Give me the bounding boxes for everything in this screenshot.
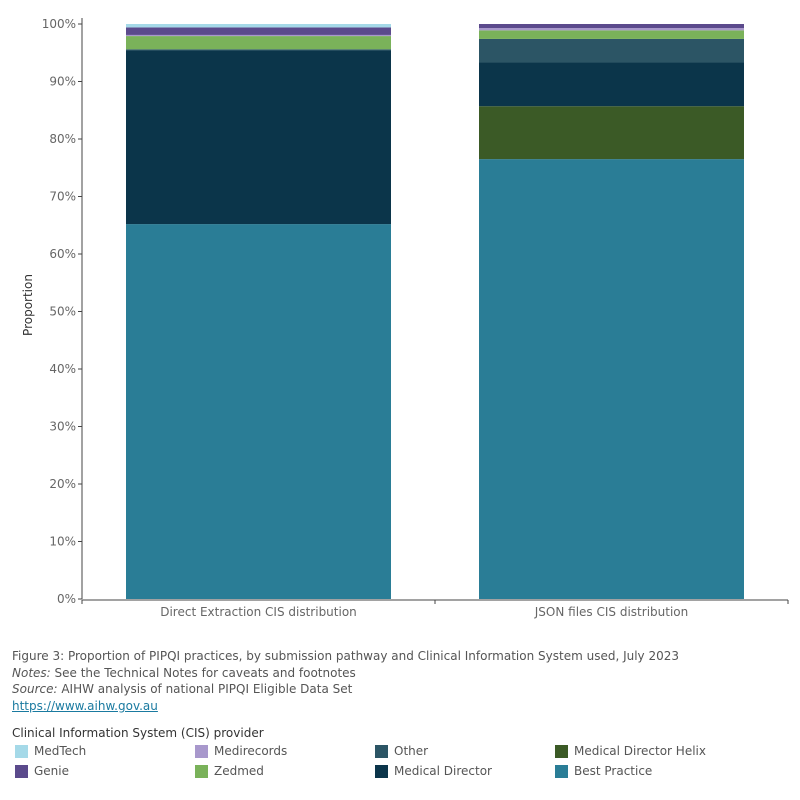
bars <box>126 24 744 599</box>
bar-segment-medical-director <box>479 62 744 107</box>
legend-swatch <box>375 764 388 778</box>
legend-swatch <box>15 764 28 778</box>
bar-segment-medical-director <box>126 50 391 225</box>
legend-swatch <box>555 744 568 758</box>
y-tick-label: 90% <box>49 75 76 89</box>
legend-label: Medical Director Helix <box>574 744 706 758</box>
bar-segment-zedmed <box>126 36 391 50</box>
legend-item-medtech[interactable]: MedTech <box>15 744 86 758</box>
x-tick-label: Direct Extraction CIS distribution <box>160 605 357 619</box>
legend-swatch <box>15 744 28 758</box>
y-tick-label: 40% <box>49 362 76 376</box>
legend-item-zedmed[interactable]: Zedmed <box>195 764 264 778</box>
bar-segment-medirecords <box>126 34 391 37</box>
legend-item-other[interactable]: Other <box>375 744 428 758</box>
y-tick-label: 80% <box>49 132 76 146</box>
y-tick-label: 50% <box>49 305 76 319</box>
legend-swatch <box>555 764 568 778</box>
legend-item-medical-director[interactable]: Medical Director <box>375 764 492 778</box>
stacked-bar-chart: 0% 10% 20% 30% 40% 50% 60% 70% 80% 90% 100% Direct… <box>21 17 789 619</box>
bar-segment-other <box>126 49 391 51</box>
legend-swatch <box>195 764 208 778</box>
bar-segment-medirecords <box>479 28 744 31</box>
notes-label: Notes: <box>12 666 51 680</box>
y-axis-title: Proportion <box>21 274 35 336</box>
y-tick-label: 100% <box>42 17 76 31</box>
bar-segment-best-practice <box>479 159 744 599</box>
legend-label: Genie <box>34 764 70 778</box>
bar-segment-medtech <box>126 24 391 28</box>
bar-segment-genie <box>126 27 391 35</box>
figure-caption: Figure 3: Proportion of PIPQI practices,… <box>12 649 680 663</box>
legend-label: Zedmed <box>214 764 264 778</box>
notes-text: See the Technical Notes for caveats and … <box>50 666 356 680</box>
legend-item-best-practice[interactable]: Best Practice <box>555 764 652 778</box>
y-tick-label: 20% <box>49 477 76 491</box>
source-label: Source: <box>12 682 58 696</box>
legend-item-medical-director-helix[interactable]: Medical Director Helix <box>555 744 706 758</box>
source-text: AIHW analysis of national PIPQI Eligible… <box>57 682 353 696</box>
notes-line: Notes: See the Technical Notes for cavea… <box>12 665 356 681</box>
legend-label: Medical Director <box>394 764 492 778</box>
y-tick-label: 60% <box>49 247 76 261</box>
x-tick-label: JSON files CIS distribution <box>534 605 688 619</box>
bar-segment-zedmed <box>479 30 744 39</box>
legend-label: Other <box>394 744 429 758</box>
bar-segment-medical-director-helix <box>479 106 744 160</box>
bar-segment-best-practice <box>126 224 391 599</box>
y-tick-label: 70% <box>49 190 76 204</box>
bar-segment-other <box>479 38 744 63</box>
legend-swatch <box>195 744 208 758</box>
x-axis: Direct Extraction CIS distribution JSON f… <box>81 599 789 619</box>
legend-label: Medirecords <box>214 744 288 758</box>
y-tick-label: 30% <box>49 420 76 434</box>
source-line: Source: AIHW analysis of national PIPQI … <box>12 681 352 697</box>
y-tick-label: 0% <box>57 592 76 606</box>
legend-swatch <box>375 744 388 758</box>
legend-label: Best Practice <box>574 764 653 778</box>
legend-title: Clinical Information System (CIS) provid… <box>12 726 264 740</box>
y-tick-label: 10% <box>49 535 76 549</box>
legend-label: MedTech <box>34 744 87 758</box>
y-axis: 0% 10% 20% 30% 40% 50% 60% 70% 80% 90% 100% <box>42 17 83 606</box>
bar-segment-genie <box>479 24 744 29</box>
legend-item-medirecords[interactable]: Medirecords <box>195 744 287 758</box>
legend-item-genie[interactable]: Genie <box>15 764 69 778</box>
source-link[interactable]: https://www.aihw.gov.au <box>12 699 158 713</box>
